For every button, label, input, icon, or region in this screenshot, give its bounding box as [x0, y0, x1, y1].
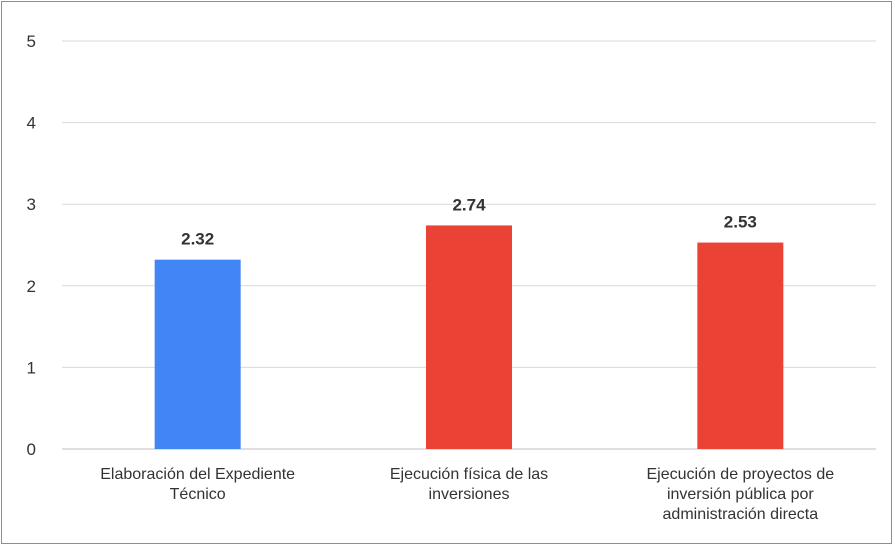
category-label-3: Ejecución de proyectos de inversión públi…	[646, 466, 834, 523]
bar-3	[697, 242, 784, 449]
category-label-1: Elaboración del Expediente Técnico	[100, 466, 295, 503]
y-tick-label-1: 1	[27, 358, 36, 377]
bar-2	[426, 225, 512, 449]
y-tick-label-4: 4	[27, 114, 36, 133]
data-label-1: 2.32	[181, 230, 214, 249]
y-tick-label-2: 2	[27, 277, 36, 296]
y-tick-label-3: 3	[27, 195, 36, 214]
bar-1	[154, 259, 241, 449]
y-tick-label-5: 5	[27, 32, 36, 51]
data-label-3: 2.53	[724, 213, 757, 232]
data-label-2: 2.74	[452, 195, 486, 214]
category-label-2: Ejecución física de las inversiones	[390, 466, 548, 503]
y-tick-label-0: 0	[27, 440, 36, 459]
